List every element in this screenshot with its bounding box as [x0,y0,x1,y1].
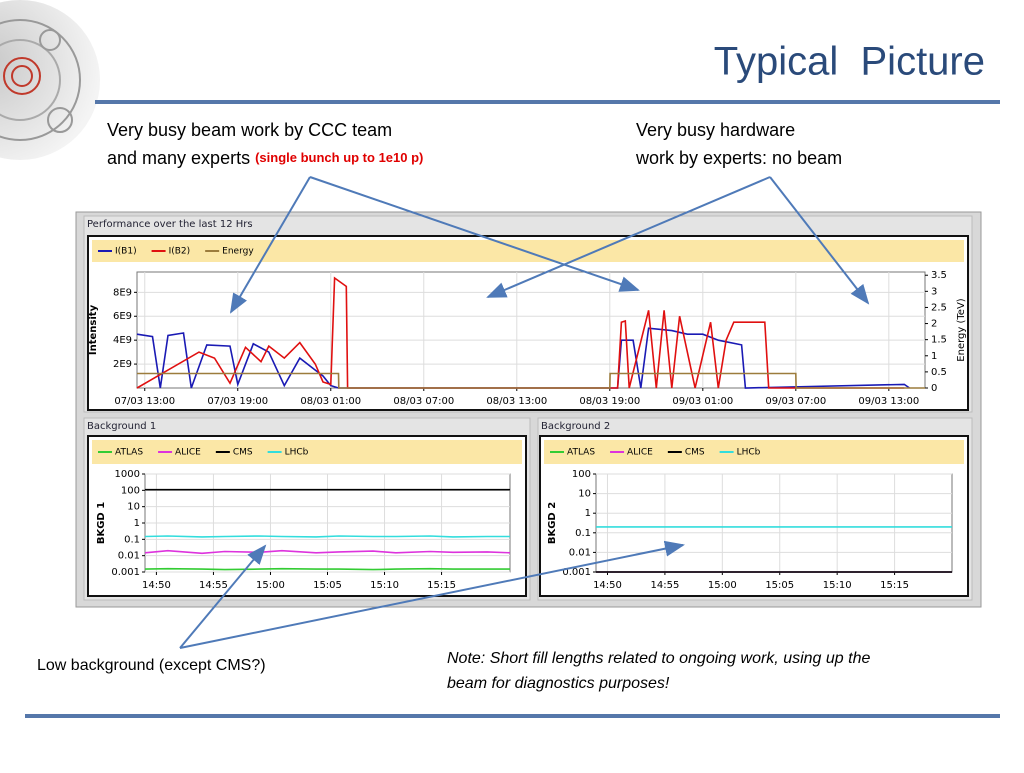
y2-tick-label: 0 [931,383,937,394]
y-axis-label: BKGD 1 [96,502,107,544]
y-tick-label: 8E9 [113,287,132,298]
x-tick-label: 07/03 19:00 [207,396,268,407]
chart-title: Performance over the last 12 Hrs [87,219,253,230]
series-line [144,549,511,555]
x-tick-label: 08/03 19:00 [579,396,640,407]
legend-label: ALICE [175,448,201,458]
y-tick-label: 0.001 [111,567,140,578]
annotation: Very busy hardware [636,120,795,140]
x-tick-label: 14:55 [199,580,228,591]
x-tick-label: 08/03 01:00 [300,396,361,407]
x-tick-label: 15:10 [823,580,852,591]
x-tick-label: 09/03 01:00 [672,396,733,407]
legend-label: CMS [233,448,253,458]
legend-label: ALICE [627,448,653,458]
annotation: and many experts (single bunch up to 1e1… [107,148,423,168]
x-tick-label: 15:00 [256,580,285,591]
legend [92,240,964,262]
y-tick-label: 1 [585,508,591,519]
series-line [137,372,925,389]
charts: Performance over the last 12 Hrs I(B1) I(B… [83,215,973,601]
y2-tick-label: 1.5 [931,335,947,346]
legend-label: I(B2) [169,247,191,257]
y-tick-label: 1 [134,518,140,529]
x-tick-label: 15:15 [880,580,909,591]
x-tick-label: 08/03 13:00 [486,396,547,407]
y2-tick-label: 0.5 [931,367,947,378]
annotation-text: and many experts [107,148,255,168]
annotation: work by experts: no beam [635,148,842,168]
y-axis-label: BKGD 2 [547,502,558,544]
x-tick-label: 08/03 07:00 [393,396,454,407]
y-tick-label: 6E9 [113,311,132,322]
y-tick-label: 10 [578,489,591,500]
logo [0,0,100,160]
legend-label: Energy [222,247,254,257]
x-tick-label: 09/03 07:00 [765,396,826,407]
legend-label: ATLAS [567,448,595,458]
x-tick-label: 15:05 [313,580,342,591]
x-tick-label: 07/03 13:00 [114,396,175,407]
annotation: Very busy beam work by CCC team [107,120,392,140]
y-tick-label: 0.001 [562,567,591,578]
y-tick-label: 100 [572,469,591,480]
x-tick-label: 09/03 13:00 [858,396,919,407]
y-tick-label: 0.1 [124,534,140,545]
y-tick-label: 0.01 [569,547,591,558]
legend-label: LHCb [285,448,309,458]
y-tick-label: 4E9 [113,335,132,346]
annotation: Low background (except CMS?) [37,657,266,674]
x-tick-label: 15:10 [370,580,399,591]
y2-tick-label: 2 [931,319,937,330]
y2-tick-label: 3 [931,286,937,297]
note: Note: Short fill lengths related to ongo… [447,650,870,667]
plot-area [595,473,953,573]
y2-tick-label: 1 [931,351,937,362]
y2-axis-label: Energy (TeV) [956,298,967,361]
y2-tick-label: 3.5 [931,270,947,281]
chart-title: Background 2 [541,421,610,432]
series-line [136,327,910,389]
y-tick-label: 1000 [115,469,140,480]
y-tick-label: 10 [127,502,140,513]
x-tick-label: 14:50 [593,580,622,591]
series-line [144,567,510,571]
x-tick-label: 15:05 [765,580,794,591]
y-tick-label: 0.01 [118,551,140,562]
chart-title: Background 1 [87,421,156,432]
x-tick-label: 14:50 [142,580,171,591]
legend-label: CMS [685,448,705,458]
note: beam for diagnostics purposes! [447,675,670,692]
x-tick-label: 15:00 [708,580,737,591]
y2-tick-label: 2.5 [931,302,947,313]
x-tick-label: 14:55 [650,580,679,591]
y-axis-label: Intensity [88,304,99,355]
plot-area [136,271,926,389]
x-tick-label: 15:15 [427,580,456,591]
legend-label: ATLAS [115,448,143,458]
y-tick-label: 0.1 [575,528,591,539]
legend-label: I(B1) [115,247,137,257]
series-line [136,276,905,389]
arrows [179,176,870,649]
series-line [144,535,510,538]
legend-label: LHCb [737,448,761,458]
slide-title: Typical Picture [714,40,985,84]
annotation-note: (single bunch up to 1e10 p) [255,150,423,165]
y-tick-label: 2E9 [113,359,132,370]
y-tick-label: 100 [121,485,140,496]
